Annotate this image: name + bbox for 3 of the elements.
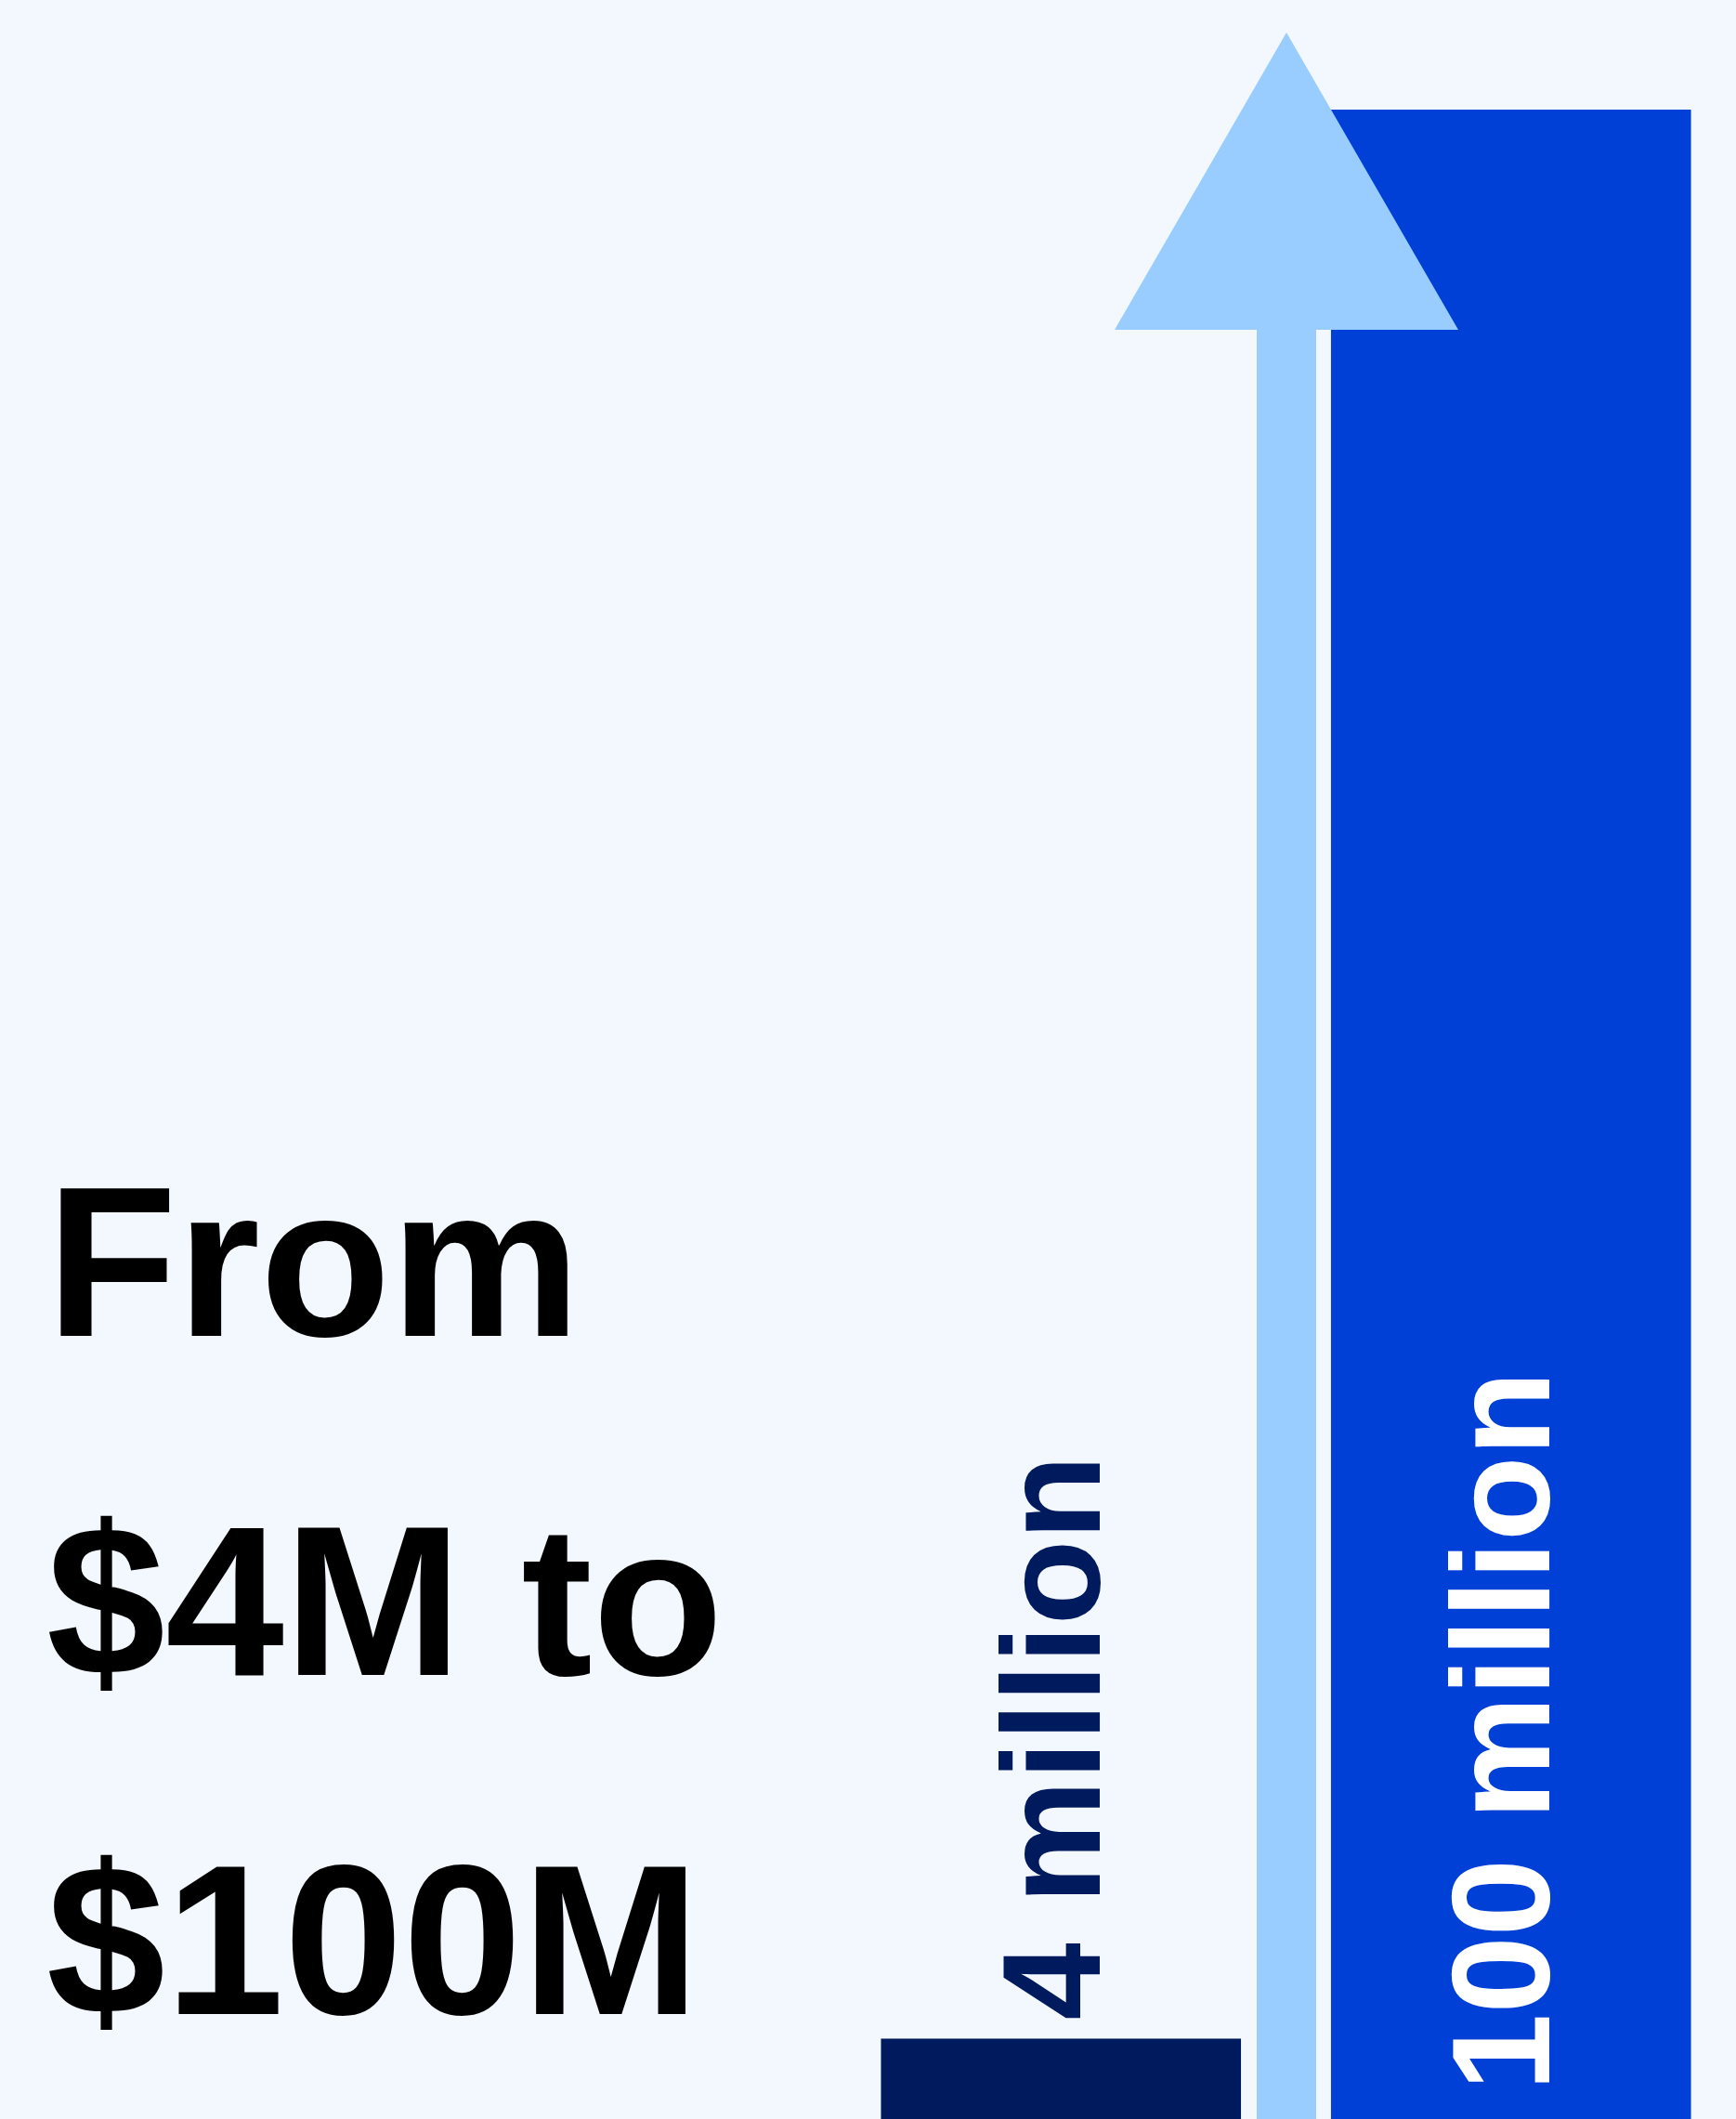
text: From $4M to $100M xyxy=(46,1142,724,2061)
data-label: 100 million xyxy=(1423,1370,1580,2091)
data-label: 4 million xyxy=(972,1455,1129,2021)
